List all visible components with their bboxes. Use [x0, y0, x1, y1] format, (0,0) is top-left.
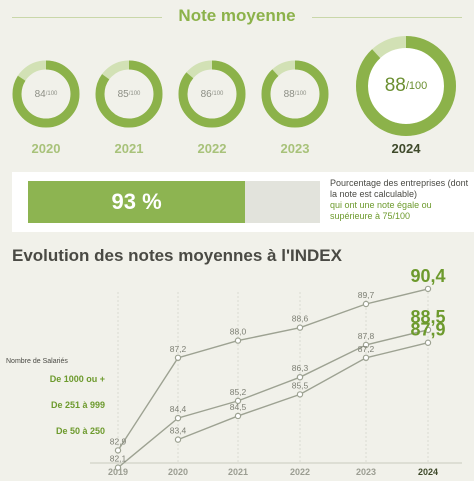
page-title: Note moyenne — [170, 6, 304, 25]
legend-label: De 251 à 999 — [51, 400, 105, 410]
donut-score-number: 88 — [384, 75, 406, 96]
percent-description: Pourcentage des entreprises (dont la not… — [330, 178, 470, 222]
donut-year-2021: 2021 — [114, 141, 144, 156]
data-label: 88,5 — [410, 307, 445, 327]
data-label: 89,7 — [358, 290, 375, 300]
data-point — [296, 324, 304, 331]
donut-score-denominator: /100 — [45, 91, 58, 97]
series-line — [117, 288, 429, 451]
donut-arc — [95, 60, 163, 128]
data-label: 90,4 — [410, 266, 445, 286]
data-label: 87,2 — [358, 344, 375, 354]
percent-description-line2: qui ont une note égale ou supérieure à 7… — [330, 200, 432, 221]
title-rule-left — [12, 17, 162, 18]
donut-year-2020: 2020 — [31, 141, 61, 156]
score-donut-2021: 85/100 — [90, 55, 168, 133]
donut-score: 84/100 — [7, 55, 85, 133]
percent-value: 93 % — [111, 189, 162, 214]
score-donut-2023: 88/100 — [256, 55, 334, 133]
data-label: 84,5 — [230, 402, 247, 412]
legend-label: De 50 à 250 — [56, 426, 105, 436]
donut-arc — [261, 60, 329, 128]
x-tick-label: 2023 — [356, 467, 376, 477]
x-tick-label: 2019 — [108, 467, 128, 477]
data-label: 87,2 — [170, 344, 187, 354]
data-point — [296, 373, 304, 381]
donut-score-number: 88 — [283, 88, 295, 100]
series-line — [177, 342, 429, 441]
data-point — [234, 397, 242, 405]
donut-score: 88/100 — [256, 55, 334, 133]
data-label: 85,5 — [292, 380, 309, 390]
donut-year-2022: 2022 — [197, 141, 227, 156]
data-point — [296, 391, 304, 398]
donut-arc — [356, 36, 456, 136]
donut-score: 86/100 — [173, 55, 251, 133]
score-donut-2022: 86/100 — [173, 55, 251, 133]
donut-score-denominator: /100 — [211, 91, 224, 97]
donut-arc — [12, 60, 80, 128]
x-tick-label: 2022 — [290, 467, 310, 477]
data-point — [362, 341, 370, 349]
donut-score-number: 85 — [117, 88, 129, 100]
donut-score-denominator: /100 — [405, 80, 428, 92]
data-label: 87,9 — [410, 320, 445, 340]
donut-score: 88/100 — [349, 29, 463, 143]
donut-score: 85/100 — [90, 55, 168, 133]
donut-year-2023: 2023 — [280, 141, 310, 156]
donut-score-number: 84 — [34, 88, 46, 100]
data-point — [174, 414, 182, 422]
donut-score-number: 86 — [200, 88, 212, 100]
data-label: 87,8 — [358, 331, 375, 341]
legend-title: Nombre de Salariés — [6, 358, 68, 365]
x-tick-label: 2020 — [168, 467, 188, 477]
data-label: 85,2 — [230, 387, 247, 397]
data-point — [174, 354, 182, 362]
data-label: 88,0 — [230, 327, 247, 337]
score-donut-2020: 84/100 — [7, 55, 85, 133]
donut-year-2024: 2024 — [391, 141, 421, 156]
data-point — [362, 300, 370, 308]
evolution-chart: 2019 2020 2021 2022 2023 2024 Nombre de Salari… — [6, 266, 462, 477]
chart-title: Evolution des notes moyennes à l'INDEX — [12, 246, 342, 265]
data-point — [114, 447, 122, 454]
score-donut-2024: 88/100 — [349, 29, 463, 143]
title-rule-right — [312, 17, 462, 18]
data-point — [424, 326, 432, 334]
data-label: 83,4 — [170, 426, 187, 436]
x-tick-label: 2021 — [228, 467, 248, 477]
data-point — [114, 464, 122, 471]
donut-score-denominator: /100 — [294, 91, 307, 97]
series-line — [117, 329, 429, 469]
percent-panel: 93 % Pourcentage des entreprises (dont l… — [12, 172, 474, 232]
data-point — [174, 436, 182, 443]
data-point — [234, 412, 242, 420]
data-label: 82,9 — [110, 436, 127, 446]
data-label: 82,1 — [110, 454, 127, 464]
data-point — [362, 354, 370, 362]
data-point — [234, 337, 242, 344]
data-label: 86,3 — [292, 363, 309, 373]
percent-description-line1: Pourcentage des entreprises (dont la not… — [330, 178, 469, 199]
donut-score-denominator: /100 — [128, 91, 141, 97]
percent-bar-track: 93 % — [28, 181, 320, 223]
data-label: 84,4 — [170, 404, 187, 414]
donut-center — [368, 48, 444, 124]
percent-bar-fill: 93 % — [28, 181, 246, 223]
legend-label: De 1000 ou + — [50, 374, 105, 384]
data-point — [424, 285, 432, 293]
data-label: 88,6 — [292, 314, 309, 324]
header: Note moyenne — [0, 6, 474, 28]
donut-arc — [178, 60, 246, 128]
data-point — [424, 339, 432, 346]
x-tick-label: 2024 — [418, 467, 438, 477]
